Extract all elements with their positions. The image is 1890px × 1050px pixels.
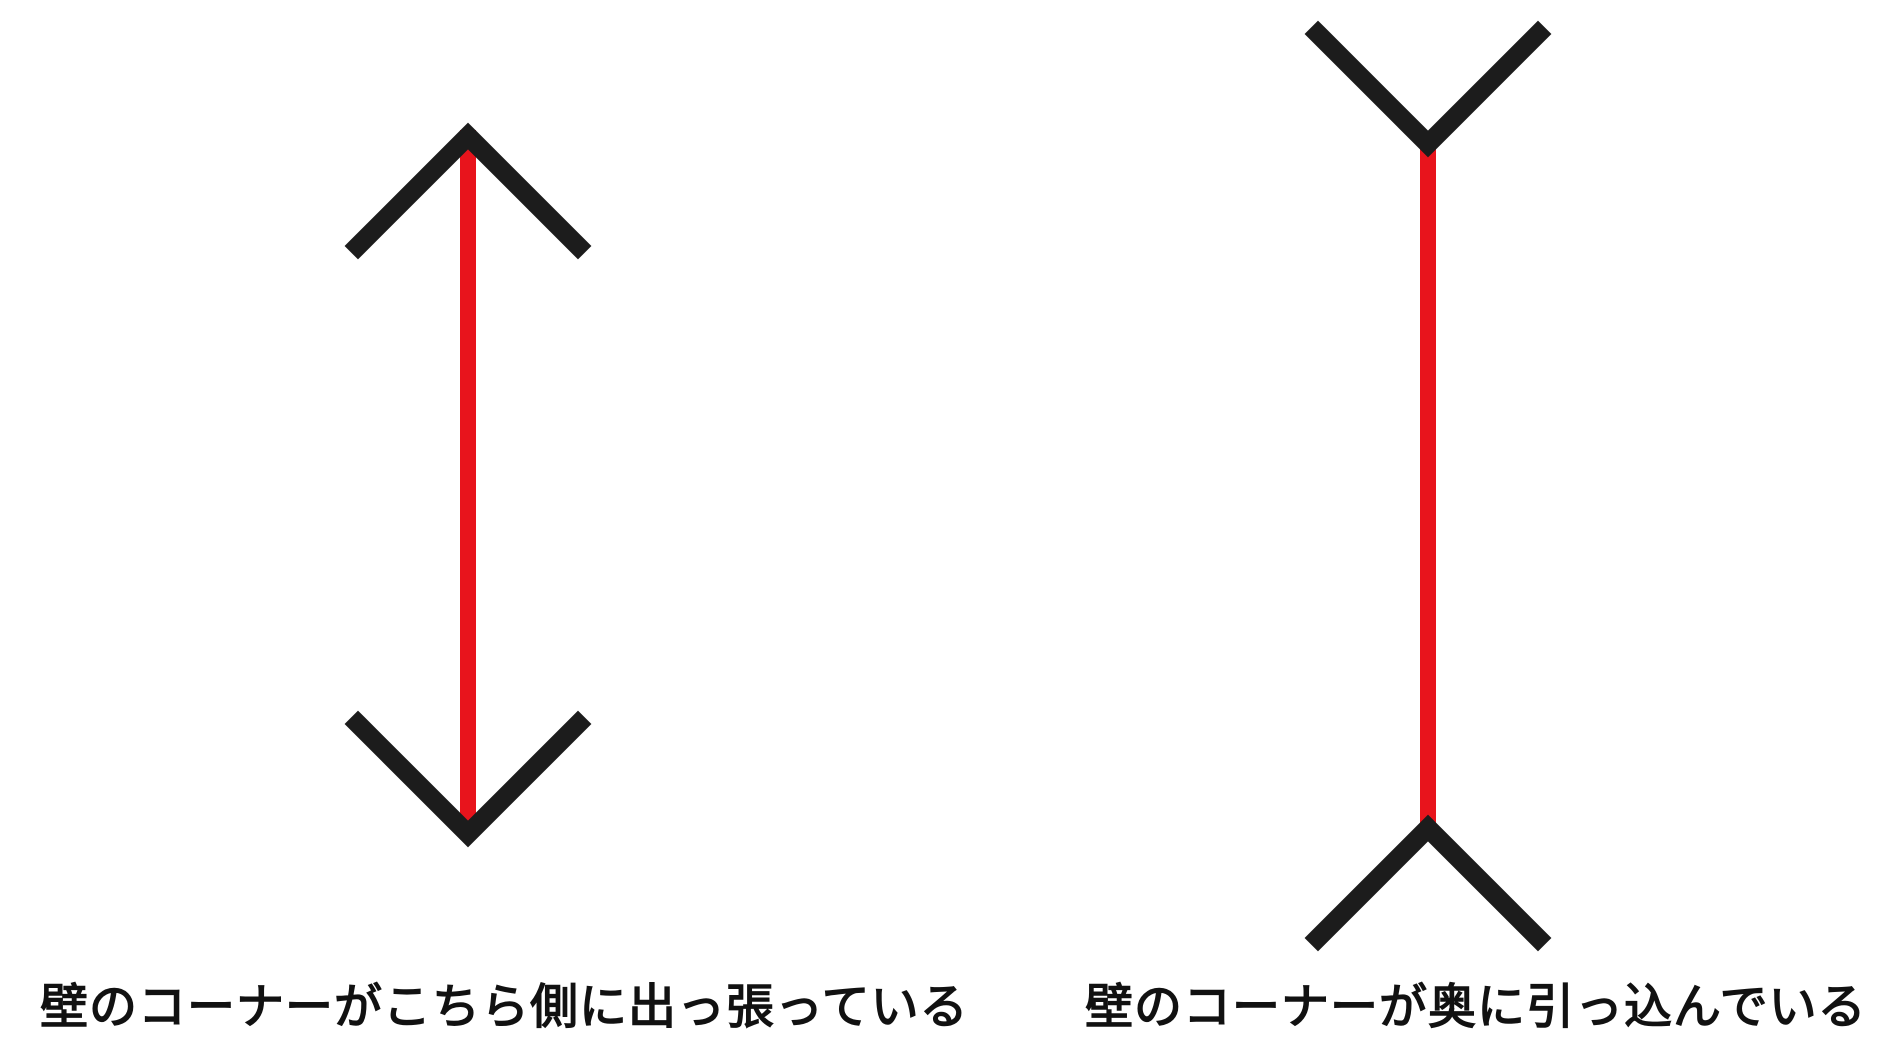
right-bottom-fins — [1304, 814, 1552, 952]
right-top-fins — [1304, 20, 1552, 158]
left-bottom-fins — [344, 710, 592, 848]
left-top-fins — [344, 122, 592, 260]
caption-left: 壁のコーナーがこちら側に出っ張っている — [40, 979, 969, 1035]
figure-right-inward-fins — [1304, 20, 1552, 952]
caption-right: 壁のコーナーが奥に引っ込んでいる — [1085, 979, 1867, 1035]
figure-left-outward-fins — [344, 122, 592, 848]
